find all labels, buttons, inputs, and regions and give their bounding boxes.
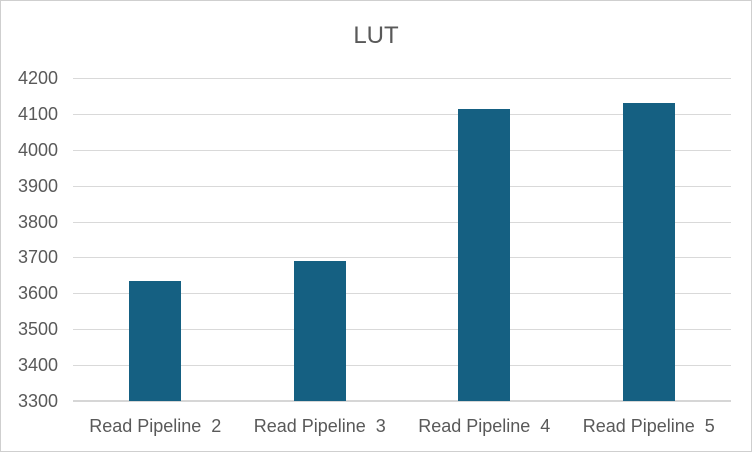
x-category-label: Read Pipeline 3 xyxy=(253,416,386,436)
gridline xyxy=(73,221,731,223)
y-tick-label: 3800 xyxy=(17,211,58,232)
y-tick-label: 3500 xyxy=(17,319,58,340)
chart-title: LUT xyxy=(353,22,399,49)
gridline xyxy=(73,78,731,79)
y-tick-label: 3400 xyxy=(17,355,58,376)
y-tick-label: 3600 xyxy=(17,283,58,304)
gridline xyxy=(73,185,731,187)
y-tick-label: 3700 xyxy=(17,247,58,268)
bar-1 xyxy=(129,280,182,401)
y-tick-label: 4100 xyxy=(17,103,58,124)
y-tick-label: 4200 xyxy=(17,68,58,88)
bar-3 xyxy=(458,108,511,401)
gridline xyxy=(73,293,731,295)
x-category-label: Read Pipeline 5 xyxy=(582,416,715,436)
x-category-label: Read Pipeline 2 xyxy=(89,416,222,436)
gridline xyxy=(73,365,731,367)
gridline xyxy=(73,257,731,259)
plot-area xyxy=(73,78,731,402)
y-tick-label: 4000 xyxy=(17,139,58,160)
gridline xyxy=(73,113,731,115)
gridline xyxy=(73,149,731,151)
bar-2 xyxy=(293,261,346,401)
y-tick-label: 3900 xyxy=(17,175,58,196)
y-tick-label: 3300 xyxy=(17,391,58,411)
x-category-label: Read Pipeline 4 xyxy=(418,416,551,436)
gridline xyxy=(73,329,731,331)
bar-4 xyxy=(622,103,675,401)
x-axis-line xyxy=(73,400,731,402)
